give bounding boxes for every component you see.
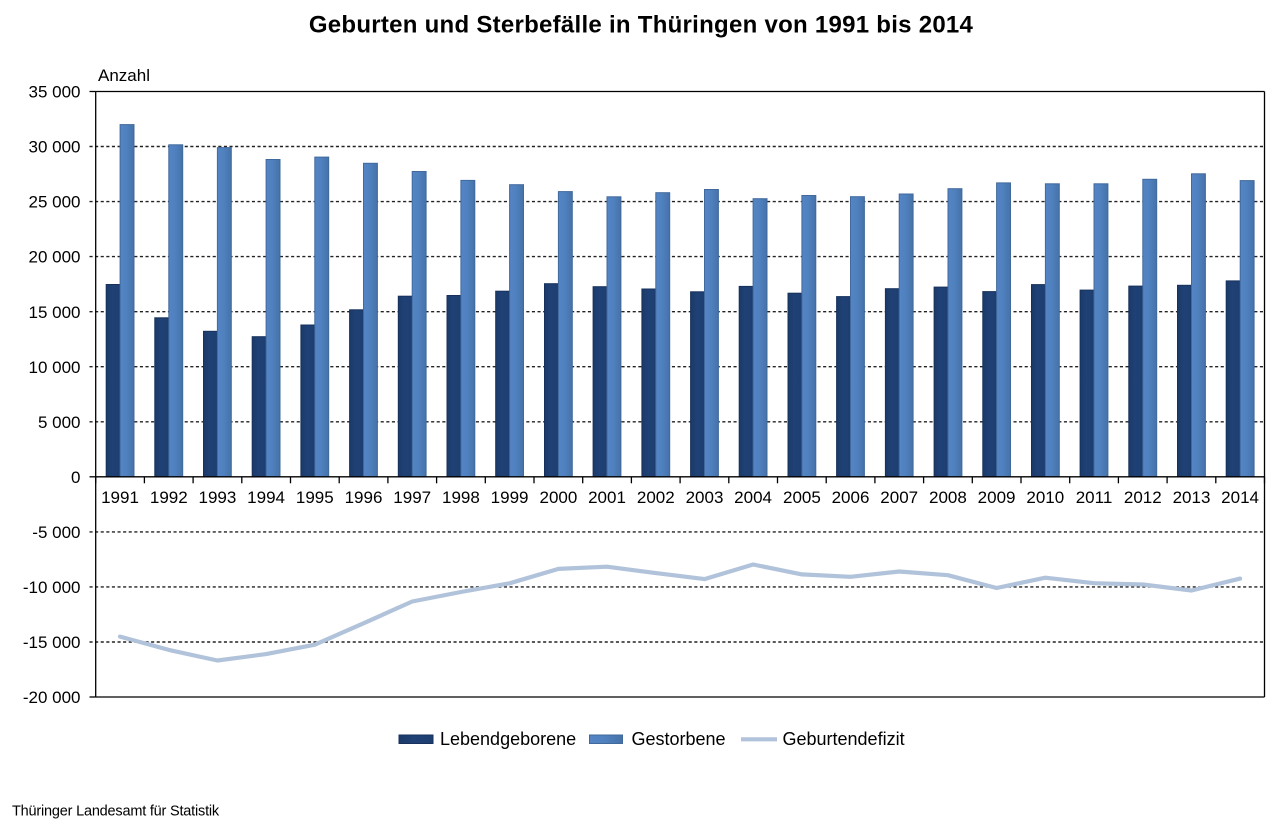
svg-text:1997: 1997 bbox=[393, 488, 431, 507]
svg-text:Geburten und Sterbefälle in Th: Geburten und Sterbefälle in Thüringen vo… bbox=[309, 12, 974, 39]
svg-text:Thüringer Landesamt für Stati: Thüringer Landesamt für Statistik bbox=[12, 804, 220, 820]
svg-text:-5 000: -5 000 bbox=[32, 523, 80, 542]
svg-text:5 000: 5 000 bbox=[38, 413, 81, 432]
svg-text:30 000: 30 000 bbox=[29, 138, 81, 157]
svg-text:1996: 1996 bbox=[345, 488, 383, 507]
svg-text:2005: 2005 bbox=[783, 488, 821, 507]
svg-text:1999: 1999 bbox=[491, 488, 529, 507]
svg-text:Lebendgeborene: Lebendgeborene bbox=[440, 729, 576, 749]
svg-text:1993: 1993 bbox=[198, 488, 236, 507]
svg-text:35 000: 35 000 bbox=[29, 83, 81, 102]
svg-text:2006: 2006 bbox=[832, 488, 870, 507]
svg-text:1992: 1992 bbox=[150, 488, 188, 507]
svg-text:2009: 2009 bbox=[978, 488, 1016, 507]
svg-text:20 000: 20 000 bbox=[29, 248, 81, 267]
svg-text:1998: 1998 bbox=[442, 488, 480, 507]
svg-text:0: 0 bbox=[71, 468, 80, 487]
svg-text:2011: 2011 bbox=[1076, 488, 1113, 507]
svg-text:2004: 2004 bbox=[734, 488, 772, 507]
svg-text:2007: 2007 bbox=[880, 488, 918, 507]
svg-text:2002: 2002 bbox=[637, 488, 675, 507]
svg-text:-20 000: -20 000 bbox=[23, 688, 81, 707]
svg-text:2014: 2014 bbox=[1221, 488, 1259, 507]
svg-text:2010: 2010 bbox=[1026, 488, 1064, 507]
svg-text:-10 000: -10 000 bbox=[23, 578, 81, 597]
svg-text:1995: 1995 bbox=[296, 488, 334, 507]
svg-text:Geburtendefizit: Geburtendefizit bbox=[783, 729, 905, 749]
svg-text:25 000: 25 000 bbox=[29, 193, 81, 212]
svg-text:2008: 2008 bbox=[929, 488, 967, 507]
svg-text:15 000: 15 000 bbox=[29, 303, 81, 322]
svg-text:2013: 2013 bbox=[1173, 488, 1211, 507]
svg-text:10 000: 10 000 bbox=[29, 358, 81, 377]
svg-text:Anzahl: Anzahl bbox=[98, 66, 150, 85]
svg-text:2003: 2003 bbox=[686, 488, 724, 507]
svg-text:-15 000: -15 000 bbox=[23, 633, 81, 652]
svg-text:2001: 2001 bbox=[588, 488, 626, 507]
svg-text:1994: 1994 bbox=[247, 488, 285, 507]
svg-text:Gestorbene: Gestorbene bbox=[632, 729, 726, 749]
svg-text:2012: 2012 bbox=[1124, 488, 1162, 507]
svg-text:2000: 2000 bbox=[539, 488, 577, 507]
svg-text:1991: 1991 bbox=[101, 488, 139, 507]
